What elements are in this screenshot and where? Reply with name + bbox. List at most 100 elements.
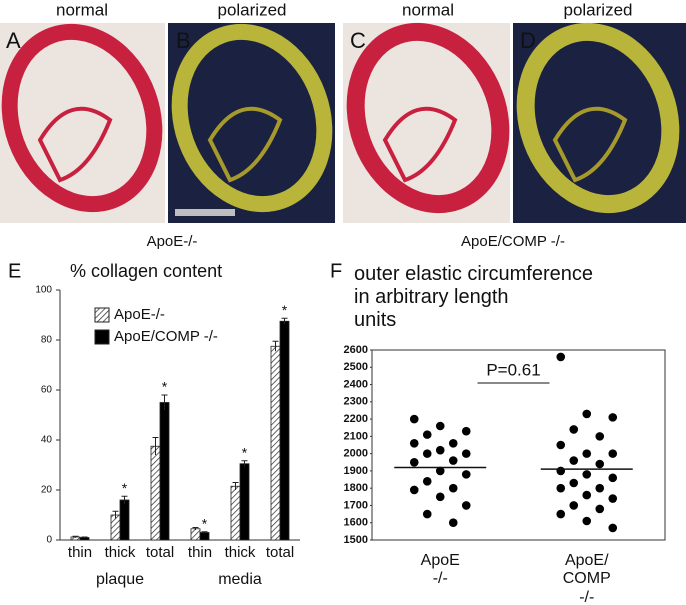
y-tick-label: 1800: [344, 482, 368, 494]
panel-letter: D: [520, 28, 536, 53]
data-point: [556, 352, 566, 362]
legend-label: ApoE/COMP -/-: [114, 328, 218, 345]
panel-title: polarized: [218, 0, 287, 19]
y-tick-label: 2400: [344, 378, 368, 390]
y-tick-label: 0: [46, 535, 52, 546]
data-point: [556, 440, 566, 450]
data-point: [422, 476, 432, 486]
data-point: [595, 459, 605, 469]
micrograph-c: [343, 22, 510, 223]
data-point: [435, 492, 445, 502]
error-bar: [232, 482, 239, 490]
data-point: [556, 509, 566, 519]
legend-label: ApoE-/-: [114, 306, 165, 323]
data-point: [556, 466, 566, 476]
legend-swatch: [94, 307, 110, 323]
data-point: [608, 523, 618, 533]
data-point: [409, 457, 419, 467]
error-bar: [81, 536, 88, 538]
error-bar: [152, 437, 159, 455]
panel-letter: B: [176, 28, 191, 53]
significance-mark: *: [202, 515, 208, 531]
data-point: [582, 470, 592, 479]
data-point: [595, 504, 605, 514]
y-tick-label: 2600: [344, 344, 368, 356]
bar: [270, 345, 281, 541]
bar: [119, 499, 130, 541]
y-tick-label: 1900: [344, 465, 368, 477]
data-point: [409, 438, 419, 448]
y-tick-label: 2000: [344, 448, 368, 460]
x-tick-label: total: [146, 544, 174, 561]
bar: [230, 485, 241, 541]
data-point: [448, 518, 458, 528]
group-label: media: [218, 571, 262, 588]
panel-letter: E: [8, 260, 21, 282]
data-point: [435, 466, 445, 476]
error-bar: [272, 340, 279, 352]
data-point: [422, 449, 432, 458]
bar: [279, 320, 290, 541]
data-point: [448, 456, 458, 465]
x-tick-label: ApoE -/-: [420, 552, 460, 588]
data-point: [569, 425, 579, 434]
y-tick-label: 1500: [344, 534, 368, 546]
data-point: [582, 490, 592, 500]
data-point: [569, 478, 579, 488]
data-point: [582, 516, 592, 526]
x-tick-label: ApoE/ COMP -/-: [562, 552, 611, 605]
x-tick-label: total: [266, 544, 294, 561]
significance-mark: *: [282, 302, 288, 318]
data-point: [595, 432, 605, 441]
chart-title: % collagen content: [70, 261, 222, 281]
data-point: [422, 509, 432, 519]
y-tick-label: 80: [41, 335, 53, 346]
panel-letter: F: [330, 260, 342, 282]
y-tick-label: 2100: [344, 430, 368, 442]
group-caption: ApoE/COMP -/-: [461, 233, 565, 250]
x-tick-label: thick: [105, 544, 136, 561]
y-tick-label: 2200: [344, 413, 368, 425]
group-label: plaque: [96, 571, 144, 588]
y-tick-label: 60: [41, 385, 53, 396]
y-tick-label: 1600: [344, 517, 368, 529]
data-point: [608, 413, 618, 422]
y-tick-label: 40: [41, 435, 53, 446]
panel-title: polarized: [564, 0, 633, 19]
data-point: [409, 414, 419, 424]
data-point: [448, 483, 458, 493]
x-tick-label: thin: [188, 544, 212, 561]
data-point: [461, 470, 471, 479]
error-bar: [241, 460, 248, 467]
bar: [239, 463, 250, 541]
error-bar: [112, 510, 119, 519]
bar: [199, 532, 210, 541]
bar: [150, 445, 161, 541]
data-point: [582, 409, 592, 419]
data-point: [435, 445, 445, 455]
data-point: [582, 449, 592, 458]
y-tick-label: 2300: [344, 396, 368, 408]
error-bar: [72, 535, 79, 538]
bar: [159, 402, 170, 541]
significance-mark: *: [162, 379, 168, 395]
data-point: [461, 501, 471, 510]
data-point: [569, 501, 579, 510]
data-point: [608, 473, 618, 483]
chart-title: outer elastic circumference in arbitrary…: [354, 263, 593, 331]
micrograph-b: [168, 23, 335, 223]
error-bar: [161, 394, 168, 410]
data-point: [435, 421, 445, 431]
error-bar: [192, 527, 199, 530]
data-point: [461, 426, 471, 436]
plot-frame: [371, 349, 666, 541]
data-point: [556, 483, 566, 493]
micrograph-d: [513, 22, 686, 223]
group-caption: ApoE-/-: [147, 233, 198, 250]
data-point: [608, 449, 618, 458]
error-bar: [121, 495, 128, 504]
data-point: [409, 485, 419, 495]
significance-mark: *: [242, 444, 248, 460]
micrograph-a: [0, 23, 165, 223]
